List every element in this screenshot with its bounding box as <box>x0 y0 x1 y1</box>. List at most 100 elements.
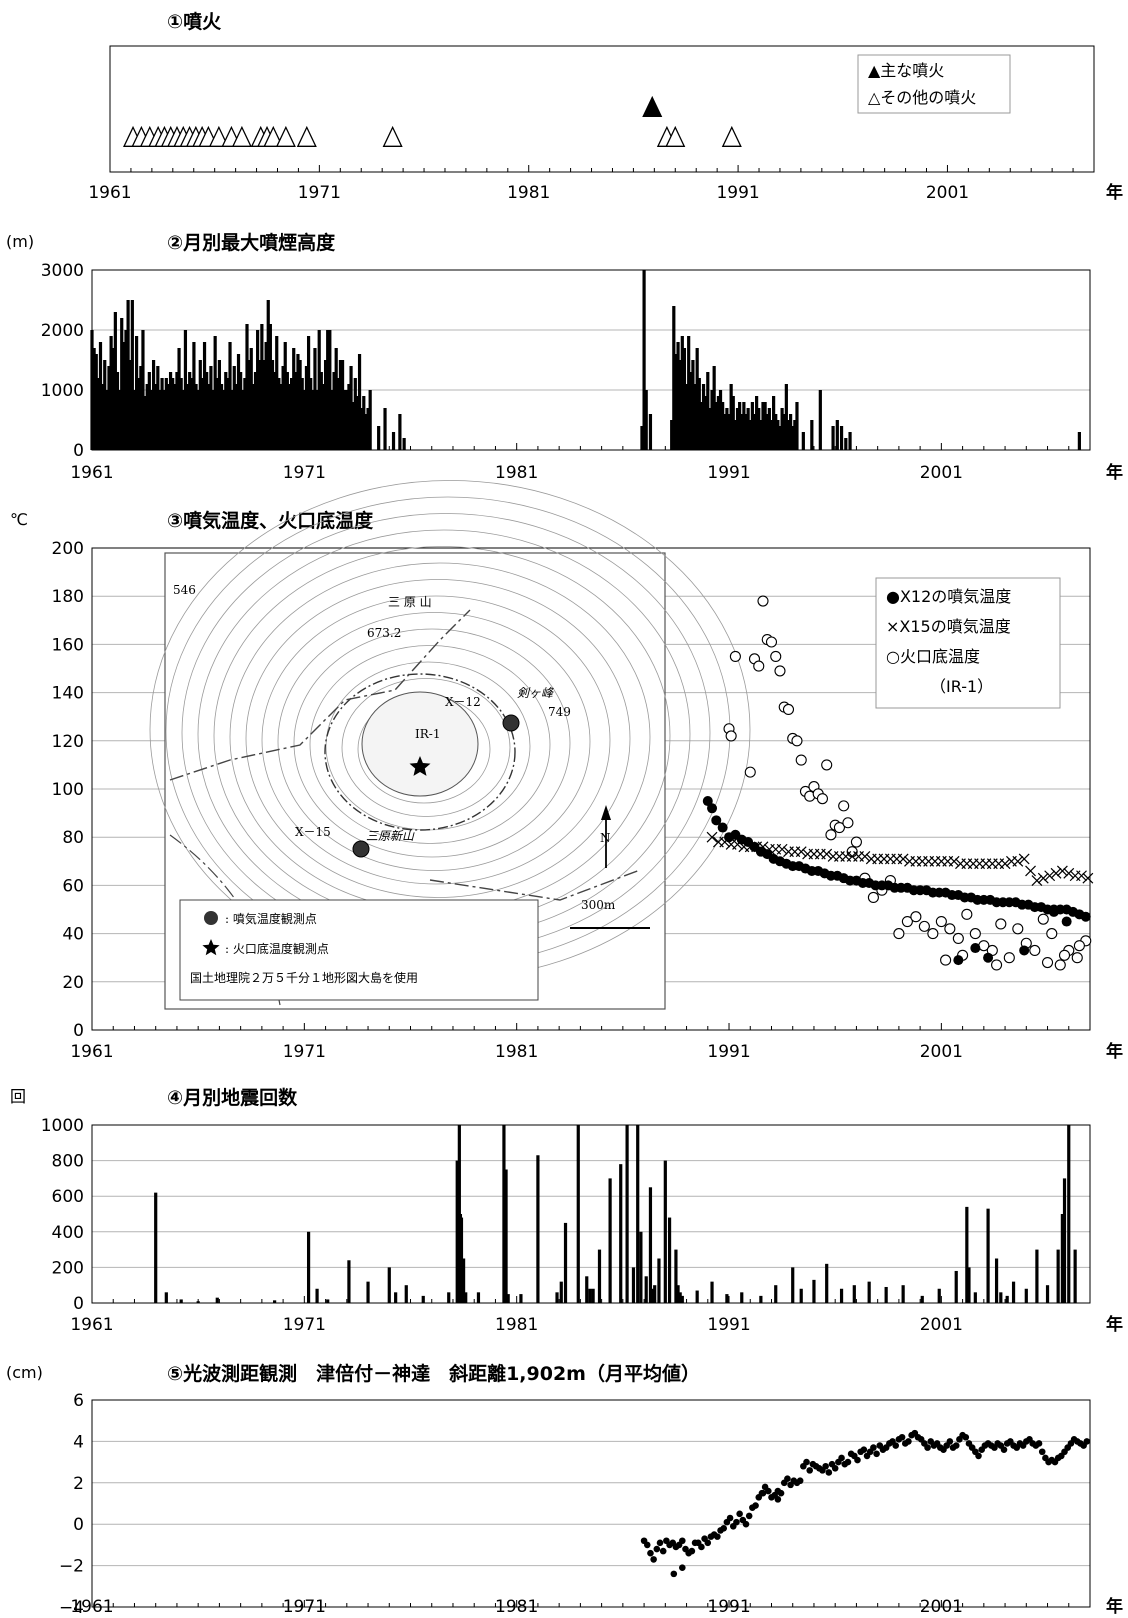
map-label: 749 <box>548 705 571 719</box>
bar <box>774 414 778 450</box>
bar <box>205 372 209 450</box>
legend-entry: △その他の噴火 <box>868 88 976 107</box>
crater-temp-point <box>1058 949 1071 961</box>
crater-temp-point <box>791 735 803 747</box>
bar <box>682 348 687 450</box>
bar <box>202 342 207 450</box>
x-unit-label: 年 <box>1106 1041 1123 1062</box>
crater-temp-point <box>1054 959 1066 971</box>
panel-4: ④月別地震回数 0 200 400 600 800 1000 1961 1971 1981 1991… <box>10 1086 1123 1335</box>
plot-frame <box>91 1399 1091 1608</box>
bar <box>678 360 682 450</box>
distance-point <box>806 1467 814 1474</box>
bar <box>164 1292 168 1303</box>
map-legend-entry: 国土地理院２万５千分１地形図大島を使用 <box>190 970 418 985</box>
x-unit-label: 年 <box>1106 1596 1123 1617</box>
x15-temp-point <box>821 848 833 860</box>
bar <box>139 366 143 450</box>
other-eruption-marker <box>208 125 229 147</box>
bar <box>608 1178 612 1303</box>
crater-temp-point <box>850 836 862 848</box>
bar <box>459 1217 464 1303</box>
legend-entry: ●X12の噴気温度 <box>886 587 1011 606</box>
bar <box>852 1285 856 1303</box>
y-tick-label: 600 <box>52 1187 84 1207</box>
crater-temp-point <box>842 817 854 829</box>
crater-temp-point <box>795 754 807 766</box>
y-tick-label: 0 <box>73 1294 84 1314</box>
bar <box>920 1295 924 1303</box>
distance-point <box>822 1462 829 1470</box>
legend-entry: ○火口底温度 <box>886 647 980 666</box>
distance-point <box>670 1570 678 1578</box>
bar <box>309 378 313 450</box>
crater-temp-point <box>901 915 913 928</box>
y-tick-label: 4 <box>73 1432 84 1452</box>
x12-temp-point <box>1080 911 1091 922</box>
bar <box>207 384 211 450</box>
crater-temp-point <box>1029 944 1041 957</box>
bar <box>160 378 164 450</box>
bar <box>377 426 381 450</box>
bar <box>219 384 224 450</box>
bar <box>115 372 120 450</box>
x-tick-label: 1981 <box>507 183 550 203</box>
distance-point <box>659 1547 667 1555</box>
bar <box>733 420 737 450</box>
y-tick-label: 1000 <box>41 1116 84 1136</box>
crater-temp-point <box>725 730 737 742</box>
bar <box>171 378 175 450</box>
x-tick-label: 2001 <box>920 463 963 483</box>
distance-point <box>784 1475 791 1482</box>
bar <box>789 414 793 450</box>
bar <box>243 378 247 450</box>
bar <box>175 372 179 450</box>
bar <box>188 372 192 450</box>
bar <box>778 426 782 450</box>
x15-temp-point <box>776 843 788 855</box>
bar <box>241 390 245 450</box>
panel-3: ③噴気温度、火口底温度 0 20 40 60 80 100 120 140 160 180 200 19… <box>10 480 1123 1062</box>
bar <box>273 372 277 450</box>
bar <box>101 384 105 450</box>
bar <box>657 1258 661 1303</box>
y-tick-label: 800 <box>52 1152 84 1172</box>
bar <box>672 306 676 450</box>
legend-fumarole-icon <box>204 911 218 925</box>
bar <box>245 324 249 450</box>
bar <box>217 360 222 450</box>
map-label: 546 <box>173 583 196 597</box>
bar <box>306 336 311 450</box>
crater-temp-point <box>918 920 930 932</box>
distance-point <box>656 1539 664 1547</box>
bar <box>402 438 406 450</box>
crater-temp-point <box>867 891 879 904</box>
bar <box>105 390 109 450</box>
bar <box>156 366 160 450</box>
bar <box>835 420 839 450</box>
bar <box>786 420 791 450</box>
y-tick-label: 200 <box>52 1258 84 1278</box>
bar <box>738 402 742 450</box>
bar <box>126 300 130 450</box>
bar <box>149 390 154 450</box>
plot-frame <box>91 547 1091 1031</box>
bar <box>1045 1285 1050 1303</box>
bar <box>166 384 171 450</box>
bar <box>132 390 137 450</box>
bar <box>357 354 362 450</box>
bar <box>699 402 704 450</box>
bar <box>118 390 122 450</box>
map-label: 三 原 山 <box>388 595 432 609</box>
x-tick-label: 2001 <box>926 183 969 203</box>
bar <box>124 330 128 450</box>
crater-temp-point <box>846 846 858 858</box>
x15-temp-point <box>1018 853 1030 865</box>
crater-temp-point <box>1073 940 1085 952</box>
bar <box>648 414 653 450</box>
y-tick-label: 200 <box>52 539 84 559</box>
distance-point <box>1000 1446 1008 1453</box>
bar <box>774 1285 778 1303</box>
x-tick-label: 1971 <box>283 1042 326 1062</box>
